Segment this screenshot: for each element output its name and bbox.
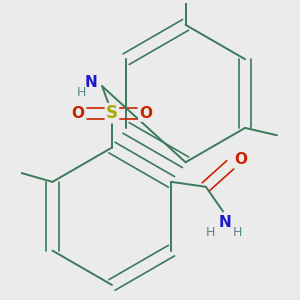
Text: H: H — [76, 86, 86, 99]
Text: O: O — [234, 152, 247, 167]
Text: O: O — [72, 106, 85, 121]
Text: H: H — [233, 226, 242, 239]
Text: O: O — [139, 106, 152, 121]
Text: N: N — [85, 75, 98, 90]
Text: H: H — [206, 226, 215, 239]
Text: S: S — [106, 104, 118, 122]
Text: N: N — [219, 215, 232, 230]
